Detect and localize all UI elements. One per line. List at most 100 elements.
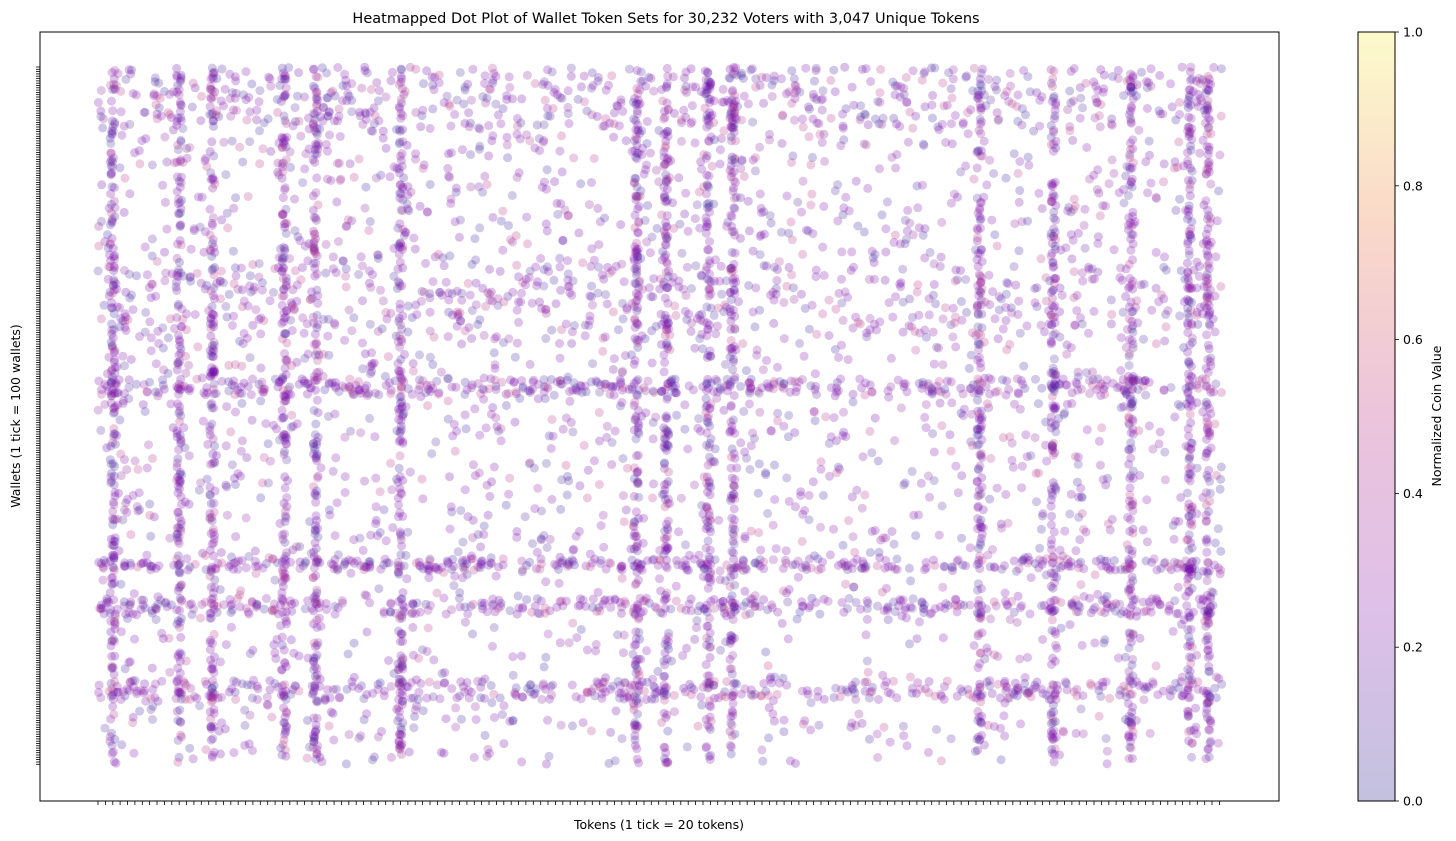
data-point xyxy=(176,73,186,83)
data-point xyxy=(1049,707,1059,717)
data-point xyxy=(545,534,555,544)
data-point xyxy=(207,137,217,147)
data-point xyxy=(206,314,216,324)
data-point xyxy=(455,68,465,77)
data-point xyxy=(661,340,671,350)
data-point xyxy=(630,562,640,572)
data-point xyxy=(1132,296,1142,306)
data-point xyxy=(1007,99,1017,109)
data-point xyxy=(659,277,669,287)
data-point xyxy=(281,119,291,128)
data-point xyxy=(736,382,746,391)
data-point xyxy=(173,536,183,546)
data-point xyxy=(706,132,716,142)
data-point xyxy=(633,252,643,262)
data-point xyxy=(630,94,640,103)
data-point xyxy=(206,722,216,732)
data-point xyxy=(730,729,740,739)
data-point xyxy=(281,392,291,402)
data-point xyxy=(175,402,185,412)
data-point xyxy=(311,419,321,429)
data-point xyxy=(661,413,671,423)
data-point xyxy=(395,713,405,722)
data-point xyxy=(874,695,883,704)
data-point xyxy=(312,173,322,183)
data-point xyxy=(397,541,406,551)
data-point xyxy=(938,314,948,324)
data-point xyxy=(629,531,639,541)
data-point xyxy=(1208,314,1218,324)
data-point xyxy=(282,132,292,142)
data-point xyxy=(398,476,408,485)
data-point xyxy=(464,322,474,332)
data-point xyxy=(206,735,216,745)
data-point xyxy=(1000,676,1010,686)
data-point xyxy=(875,97,885,107)
data-point xyxy=(279,574,289,584)
data-point xyxy=(929,280,939,289)
data-point xyxy=(398,661,407,671)
data-point xyxy=(660,695,669,705)
data-point xyxy=(322,93,332,103)
data-point xyxy=(173,80,183,90)
data-point xyxy=(309,665,319,675)
data-point xyxy=(703,678,713,687)
data-point xyxy=(646,73,656,83)
data-point xyxy=(704,481,714,491)
data-point xyxy=(166,399,176,409)
data-point xyxy=(1106,319,1116,329)
data-point xyxy=(395,527,405,537)
data-point xyxy=(1203,558,1213,568)
data-point xyxy=(208,264,218,274)
data-point xyxy=(715,276,725,286)
data-point xyxy=(286,557,295,567)
data-point xyxy=(395,611,405,621)
data-point xyxy=(374,390,384,400)
data-point xyxy=(972,301,982,311)
data-point xyxy=(976,358,985,368)
data-point xyxy=(311,127,321,137)
data-point xyxy=(311,594,321,604)
data-point xyxy=(281,370,291,380)
data-point xyxy=(848,558,858,568)
data-point xyxy=(638,284,648,294)
data-point xyxy=(787,66,797,76)
data-point xyxy=(205,613,215,623)
data-point xyxy=(108,106,118,116)
data-point xyxy=(395,219,405,229)
data-point xyxy=(281,396,290,406)
data-point xyxy=(208,638,217,648)
data-point xyxy=(282,218,292,228)
data-point xyxy=(107,579,117,589)
data-point xyxy=(1159,262,1169,272)
data-point xyxy=(106,441,116,451)
data-point xyxy=(728,602,738,612)
data-point xyxy=(394,139,404,149)
data-point xyxy=(727,546,737,556)
data-point xyxy=(240,720,250,730)
data-point xyxy=(631,579,641,588)
data-point xyxy=(295,564,305,574)
data-point xyxy=(681,290,691,300)
data-point xyxy=(719,405,729,415)
data-point xyxy=(107,389,117,398)
data-point xyxy=(704,136,713,146)
data-point xyxy=(174,265,184,275)
data-point xyxy=(175,156,185,166)
data-point xyxy=(395,529,405,539)
data-point xyxy=(1012,374,1022,384)
data-point xyxy=(662,174,672,184)
data-point xyxy=(173,687,183,696)
data-point xyxy=(280,712,290,722)
data-point xyxy=(717,691,727,701)
data-point xyxy=(206,722,216,732)
data-point xyxy=(1186,659,1196,669)
data-point xyxy=(639,383,649,393)
data-point xyxy=(1210,683,1220,693)
data-point xyxy=(663,525,673,535)
data-point xyxy=(207,309,217,319)
data-point xyxy=(309,737,319,747)
data-point xyxy=(398,696,408,706)
data-point xyxy=(107,233,117,243)
data-point xyxy=(1201,510,1211,520)
